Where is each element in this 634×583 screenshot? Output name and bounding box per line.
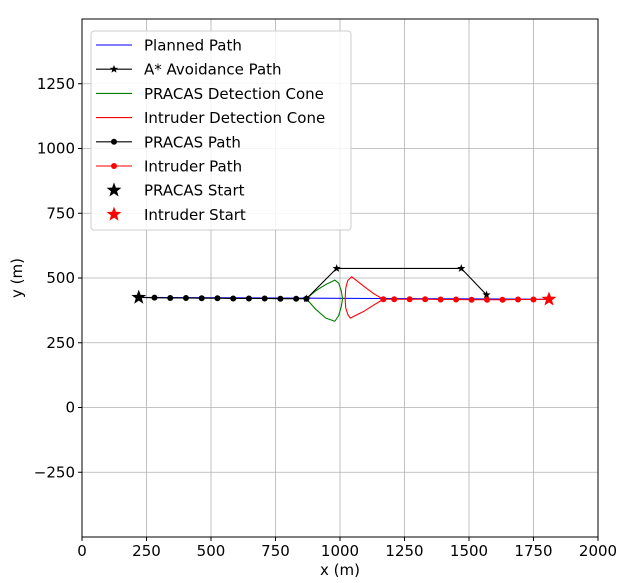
legend-pracas-start-symbol — [106, 182, 122, 197]
plot-data — [131, 264, 557, 322]
x-tick-label: 250 — [132, 542, 161, 560]
intruder-path-point — [406, 296, 413, 303]
legend-pracas-detection-cone-label: PRACAS Detection Cone — [144, 85, 324, 103]
legend-planned-path-label: Planned Path — [144, 37, 242, 55]
x-tick-label: 0 — [77, 542, 87, 560]
y-tick-label: −250 — [34, 463, 75, 481]
pracas-path-point — [293, 295, 300, 302]
x-tick-label: 1500 — [450, 542, 488, 560]
legend-a-avoidance-path-marker — [109, 64, 119, 73]
legend-frame — [90, 30, 352, 231]
legend-intruder-start-label: Intruder Start — [144, 206, 246, 224]
x-tick-label: 2000 — [579, 542, 617, 560]
intruder-path-point — [484, 296, 491, 303]
x-tick-label: 1000 — [321, 542, 359, 560]
intruder-path-point — [437, 296, 444, 303]
intruder-path-point — [391, 296, 398, 303]
intruder-path-point — [422, 296, 429, 303]
y-tick-label: 1000 — [37, 140, 75, 158]
intruder-path-point — [380, 296, 387, 303]
pracas-path-point — [198, 295, 205, 302]
legend-intruder-path-label: Intruder Path — [144, 158, 242, 176]
legend: Planned Path A* Avoidance Path PRACAS Dete… — [90, 30, 352, 231]
axis-ticks: 0 250 500 750 1000 1250 1500 1750 2000 −250 0 250 50… — [34, 75, 617, 560]
a-avoidance-path-point — [482, 290, 491, 299]
legend-pracas-path-marker — [111, 138, 117, 145]
a-avoidance-path-line — [306, 267, 487, 300]
legend-pracas-start-label: PRACAS Start — [144, 182, 245, 200]
intruder-path-point — [515, 296, 522, 303]
pracas-detection-cone-line — [306, 279, 344, 322]
pracas-start-marker — [131, 289, 147, 304]
pracas-path-point — [245, 295, 252, 302]
pracas-path-point — [261, 295, 268, 302]
pracas-path-point — [303, 295, 310, 302]
pracas-path-point — [167, 294, 174, 301]
intruder-path-point — [453, 296, 460, 303]
y-tick-label: 0 — [65, 399, 75, 417]
x-tick-label: 1250 — [385, 542, 423, 560]
a-avoidance-path-point — [457, 264, 466, 272]
legend-intruder-start-symbol — [106, 206, 122, 221]
pracas-path-point — [151, 294, 158, 301]
legend-intruder-path-marker — [111, 163, 117, 169]
y-tick-label: 1250 — [37, 75, 75, 93]
y-tick-label: 750 — [46, 204, 75, 222]
x-tick-label: 500 — [197, 542, 226, 560]
intruder-detection-cone-line — [344, 276, 384, 319]
x-axis-label: x (m) — [320, 561, 360, 579]
legend-intruder-detection-cone-label: Intruder Detection Cone — [144, 109, 325, 127]
x-tick-label: 750 — [261, 542, 290, 560]
y-tick-label: 250 — [46, 334, 75, 352]
pracas-path-point — [277, 295, 284, 302]
pracas-path-point — [214, 295, 221, 302]
y-axis-label: y (m) — [8, 258, 26, 298]
legend-pracas-path-label: PRACAS Path — [144, 133, 241, 151]
a-avoidance-path-point — [332, 264, 341, 272]
y-tick-label: 500 — [46, 269, 75, 287]
pracas-path-point — [182, 294, 189, 301]
pracas-path-point — [230, 295, 237, 302]
intruder-start-marker — [541, 291, 557, 306]
intruder-path-point — [499, 296, 506, 303]
legend-a-avoidance-path-label: A* Avoidance Path — [144, 61, 282, 79]
x-tick-label: 1750 — [514, 542, 552, 560]
intruder-path-point — [468, 296, 475, 303]
intruder-path-point — [530, 296, 537, 303]
